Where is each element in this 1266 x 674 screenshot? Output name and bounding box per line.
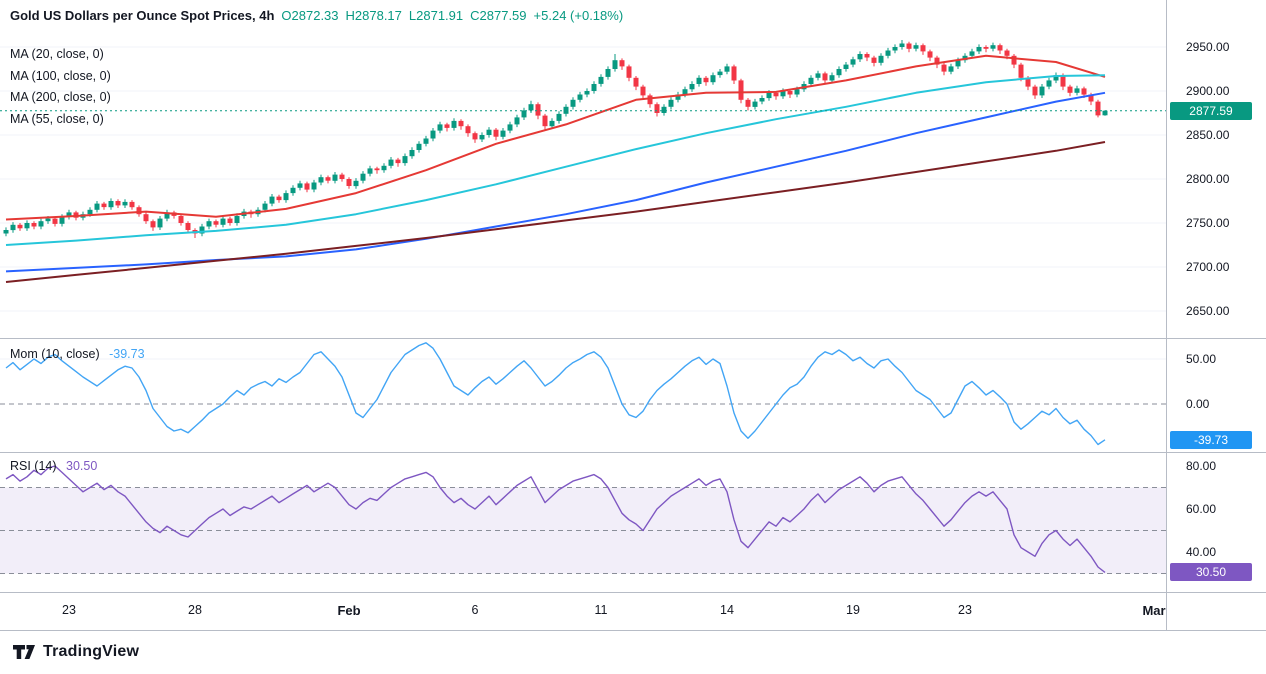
time-tick-label: Feb [337, 603, 361, 618]
candles-layer [3, 40, 1108, 238]
time-tick-label: 6 [471, 603, 479, 617]
pane-separators [0, 0, 1266, 631]
gridlines-layer [0, 46, 1166, 360]
rsi-tick-label: 80.00 [1186, 459, 1217, 473]
last-price-badge: 2877.59 [1170, 101, 1252, 120]
rsi-title: RSI (14) [10, 459, 57, 473]
momentum-tick-label: 0.00 [1186, 397, 1210, 411]
ohlc-close: C2877.59 [470, 8, 527, 23]
ohlc-high: H2878.17 [345, 8, 402, 23]
time-tick-label: 19 [846, 603, 860, 617]
ohlc-change: +5.24 (+0.18%) [533, 8, 624, 23]
price-tick-label: 2750.00 [1186, 216, 1230, 230]
time-tick-label: 28 [188, 603, 202, 617]
indicator-legend: MA (20, close, 0) MA (100, close, 0) MA … [10, 44, 111, 130]
momentum-value: -39.73 [109, 347, 145, 361]
ohlc-low: L2871.91 [408, 8, 464, 23]
rsi-pane-title[interactable]: RSI (14) 30.50 [10, 459, 97, 473]
momentum-badge: -39.73 [1170, 430, 1252, 449]
momentum-tick-label: 50.00 [1186, 352, 1217, 366]
time-tick-label: 23 [958, 603, 972, 617]
price-tick-label: 2900.00 [1186, 84, 1230, 98]
rsi-badge: 30.50 [1170, 563, 1252, 582]
price-tick-label: 2950.00 [1186, 40, 1230, 54]
momentum-pane-title[interactable]: Mom (10, close) -39.73 [10, 347, 145, 361]
tradingview-logo-icon [13, 645, 35, 659]
ohlc-open: O2872.33 [281, 8, 339, 23]
symbol-title[interactable]: Gold US Dollars per Ounce Spot Prices, 4… [10, 8, 275, 23]
rsi-value: 30.50 [66, 459, 98, 473]
price-tick-label: 2650.00 [1186, 304, 1230, 318]
price-tick-label: 2800.00 [1186, 172, 1230, 186]
price-tick-label: 2850.00 [1186, 128, 1230, 142]
tradingview-logo[interactable]: TradingView [12, 643, 139, 661]
chart-header: Gold US Dollars per Ounce Spot Prices, 4… [10, 8, 623, 23]
price-tick-label: 2700.00 [1186, 260, 1230, 274]
rsi-tick-label: 60.00 [1186, 502, 1217, 516]
ma-legend-item-200[interactable]: MA (200, close, 0) [10, 90, 111, 104]
momentum-title: Mom (10, close) [10, 347, 100, 361]
ma-legend-item-100[interactable]: MA (100, close, 0) [10, 68, 111, 83]
time-tick-label: Mar [1142, 603, 1166, 618]
rsi-line [5, 465, 1106, 573]
rsi-tick-label: 40.00 [1186, 545, 1217, 559]
time-tick-label: 11 [594, 603, 608, 617]
ma-legend-item-20[interactable]: MA (20, close, 0) [10, 47, 104, 61]
ma-legend-item-55[interactable]: MA (55, close, 0) [10, 111, 104, 126]
ma-lines-layer [5, 54, 1106, 283]
momentum-line [5, 342, 1106, 446]
tradingview-logo-text: TradingView [43, 643, 140, 660]
time-tick-label: 23 [62, 603, 76, 617]
time-tick-label: 14 [720, 603, 734, 617]
